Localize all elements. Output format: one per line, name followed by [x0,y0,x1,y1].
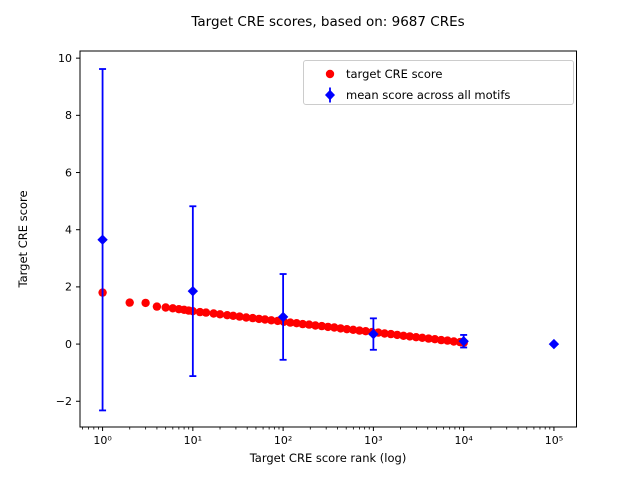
legend-label-target: target CRE score [346,67,442,81]
point-target-cre-score [418,333,427,342]
x-tick-label: 10⁴ [454,434,473,447]
point-target-cre-score [437,335,446,345]
point-target-cre-score [405,332,414,341]
axes-frame [79,50,577,428]
point-target-cre-score [336,324,345,333]
point-target-cre-score [311,321,320,330]
point-target-cre-score [235,312,244,321]
x-tick-label: 10¹ [184,434,202,447]
point-target-cre-score [286,318,295,327]
point-target-cre-score [317,321,326,331]
x-axis-label: Target CRE score rank (log) [249,451,407,465]
point-target-cre-score [386,329,396,339]
point-mean-score [368,328,379,340]
point-mean-score [458,336,469,347]
point-target-cre-score [430,335,440,344]
point-target-cre-score [323,322,333,332]
point-target-cre-score [449,337,458,346]
point-target-cre-score [201,308,211,317]
point-target-cre-score [298,319,307,329]
point-target-cre-score [304,320,314,329]
legend-box [303,60,574,105]
point-mean-score [548,338,560,350]
point-target-cre-score [209,309,218,318]
point-target-cre-score [215,310,225,319]
point-target-cre-score [260,315,270,324]
x-tick-label: 10⁵ [545,434,563,447]
x-tick-label: 10³ [364,434,382,447]
point-target-cre-score [342,325,352,334]
point-target-cre-score [248,313,257,323]
y-tick-label: 10 [58,52,72,65]
legend: target CRE score mean score across all m… [303,60,574,105]
point-target-cre-score [443,336,452,345]
point-mean-score [97,234,108,245]
x-tick-label: 10² [274,434,292,447]
point-target-cre-score [242,313,251,322]
point-target-cre-score [125,298,134,307]
x-tick-label: 10⁰ [93,434,112,447]
point-target-cre-score [411,333,421,342]
plot-area: 10⁰ 10¹ 10² 10³ 10⁴ 10⁵ −2 0 2 4 6 8 10 [56,50,577,447]
point-target-cre-score [330,323,339,332]
y-tick-label: 2 [65,281,72,294]
point-target-cre-score [161,303,170,312]
point-target-cre-score [355,326,364,335]
legend-target-marker-icon [325,69,335,79]
y-axis-label: Target CRE score [16,190,30,288]
point-mean-score [187,285,199,297]
y-tick-label: −2 [56,395,72,408]
point-target-cre-score [361,327,370,336]
y-tick-label: 0 [65,338,72,351]
y-tick-label: 8 [65,109,72,122]
point-target-cre-score [349,325,358,334]
point-target-cre-score [141,298,150,308]
point-target-cre-score [152,302,162,311]
y-tick-label: 6 [65,166,72,179]
point-target-cre-score [424,334,433,343]
point-target-cre-score [229,311,238,320]
point-target-cre-score [393,330,402,340]
chart-title: Target CRE scores, based on: 9687 CREs [190,14,464,30]
legend-label-mean: mean score across all motifs [346,88,510,102]
point-target-cre-score [380,329,389,338]
point-target-cre-score [195,307,205,317]
legend-mean-marker-icon [325,89,335,101]
point-target-cre-score [267,316,276,325]
point-target-cre-score [399,331,408,340]
y-tick-label: 4 [65,224,72,237]
point-mean-score [277,311,289,323]
